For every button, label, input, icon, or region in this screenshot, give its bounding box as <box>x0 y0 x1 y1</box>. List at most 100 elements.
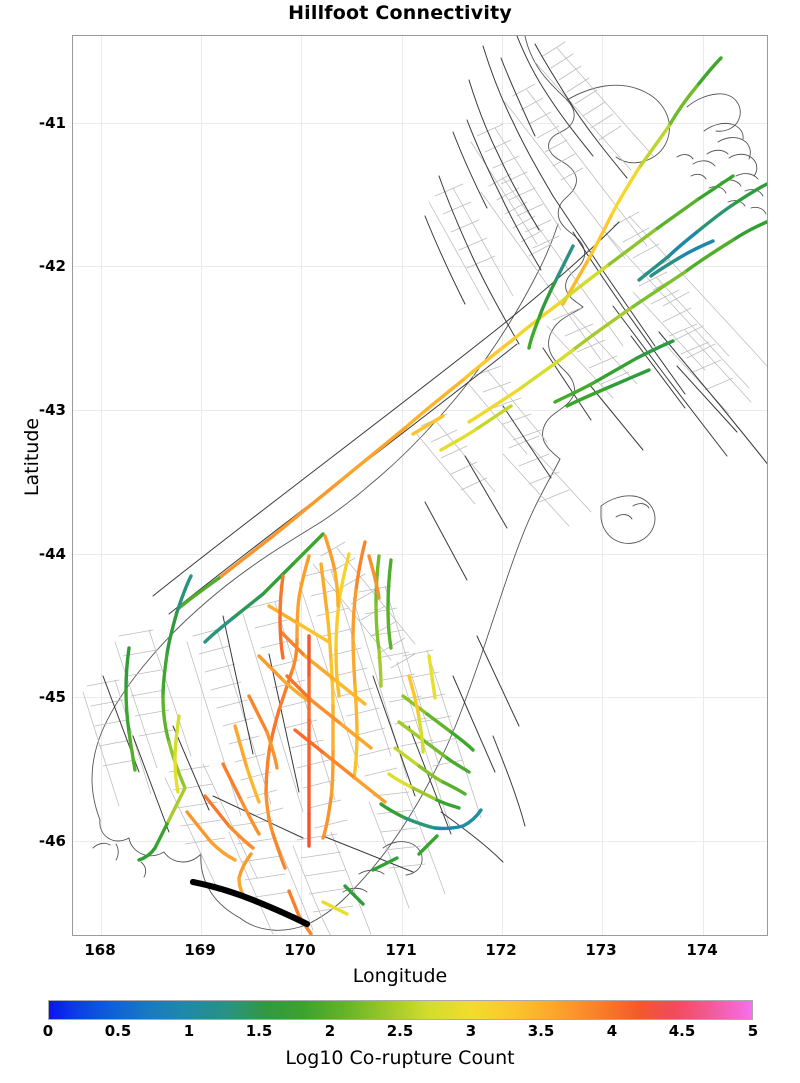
colorbar-tick-label: 2 <box>324 1022 336 1040</box>
fault-network-background-layer <box>82 41 767 935</box>
hillfoot-segment <box>321 900 349 916</box>
gridline-lon-171 <box>402 36 403 935</box>
hillfoot-segment <box>281 678 309 702</box>
hillfoot-segment <box>637 124 671 170</box>
hillfoot-segment <box>527 316 541 350</box>
hillfoot-segment <box>653 198 699 232</box>
hillfoot-segment <box>333 678 367 706</box>
hillfoot-segment <box>605 368 651 390</box>
hillfoot-segment <box>435 798 461 810</box>
hillfoot-segment <box>334 600 341 652</box>
hillfoot-segment <box>245 766 261 804</box>
hillfoot-segment <box>467 386 523 424</box>
hillfoot-segment <box>264 750 271 796</box>
hillfoot-segment <box>519 348 575 390</box>
x-tick-label: 172 <box>485 941 517 959</box>
hillfoot-segment <box>267 708 281 754</box>
hillfoot-segment <box>337 552 351 604</box>
y-axis-title: Latitude <box>21 417 43 497</box>
hillfoot-segment <box>695 204 733 234</box>
y-tick-label: -42 <box>38 257 66 275</box>
gridline-lon-169 <box>201 36 202 935</box>
y-tick-label: -46 <box>38 832 66 850</box>
map-plot-area[interactable] <box>72 35 768 936</box>
hillfoot-segment <box>571 306 633 352</box>
hillfoot-segment <box>729 182 767 208</box>
hillfoot-segment <box>731 220 767 242</box>
hillfoot-segment <box>417 716 425 754</box>
hillfoot-segment <box>153 822 169 850</box>
hillfoot-segment <box>271 832 287 870</box>
hillfoot-segment <box>124 646 131 692</box>
y-axis-ticks: -41 -42 -43 -44 -45 -46 <box>0 0 66 1083</box>
gridline-lat-43 <box>73 410 767 411</box>
hillfoot-segment <box>161 694 171 744</box>
hillfoot-segment <box>609 166 641 218</box>
hillfoot-max-segment-layer <box>189 878 311 928</box>
colorbar-tick-label: 0 <box>42 1022 54 1040</box>
hillfoot-segment <box>461 808 483 828</box>
gridline-lon-174 <box>703 36 704 935</box>
hillfoot-segment <box>374 602 381 652</box>
hillfoot-segment <box>593 356 639 384</box>
hillfoot-segment <box>279 630 307 658</box>
colorbar-tick-label: 2.5 <box>386 1022 414 1040</box>
hillfoot-segment <box>321 796 333 840</box>
hillfoot-segment <box>334 648 341 698</box>
colorbar-tick-label: 3 <box>465 1022 477 1040</box>
colorbar-tick-label: 5 <box>747 1022 759 1040</box>
hillfoot-segment <box>295 596 301 642</box>
gridline-lat-41 <box>73 123 767 124</box>
colorbar-gradient <box>48 1000 753 1020</box>
hillfoot-segment <box>233 724 249 770</box>
hillfoot-segment <box>309 698 343 726</box>
hillfoot-segment <box>403 378 465 430</box>
hillfoot-segment <box>695 56 723 88</box>
hillfoot-segment <box>161 652 169 698</box>
hillfoot-segment <box>173 714 181 760</box>
hillfoot-segment <box>677 239 715 260</box>
colorbar-tick-label: 4.5 <box>668 1022 696 1040</box>
hillfoot-segment <box>683 238 735 274</box>
hillfoot-segment <box>439 428 477 452</box>
hillfoot-segment <box>386 606 393 650</box>
hillfoot-segment <box>175 574 193 614</box>
hillfoot-segment <box>387 772 415 790</box>
hillfoot-segment <box>265 730 279 770</box>
hillfoot-segment <box>445 756 471 774</box>
hillfoot-segment <box>425 712 453 734</box>
hillfoot-segment <box>221 762 243 802</box>
x-tick-label: 173 <box>585 941 617 959</box>
colorbar-tick-label: 1.5 <box>245 1022 273 1040</box>
hillfoot-segment <box>449 730 475 752</box>
hillfoot-segment <box>351 636 357 688</box>
hillfoot-segment <box>537 280 557 320</box>
x-tick-label: 168 <box>84 941 116 959</box>
y-tick-label: -43 <box>38 401 66 419</box>
hillfoot-segment <box>649 256 681 278</box>
hillfoot-segment <box>323 752 357 780</box>
x-tick-label: 174 <box>686 941 718 959</box>
hillfoot-segment <box>173 756 180 794</box>
hillfoot-segment <box>635 339 675 360</box>
hillfoot-segment <box>278 616 285 660</box>
fault-network-major-layer <box>102 36 767 873</box>
hillfoot-segment <box>411 414 445 436</box>
colorbar-tick-label: 4 <box>606 1022 618 1040</box>
hillfoot-segment <box>257 654 285 682</box>
hillfoot-segment <box>264 792 275 836</box>
gridline-lat-46 <box>73 841 767 842</box>
hillfoot-segment <box>417 834 439 856</box>
x-axis-title: Longitude <box>352 965 448 987</box>
colorbar-title: Log10 Co-rupture Count <box>285 1047 515 1069</box>
hillfoot-segment <box>278 574 285 620</box>
hillfoot-segment <box>461 336 517 382</box>
colorbar-tick-labels: 0 0.5 1 1.5 2 2.5 3 3.5 4 4.5 5 <box>0 1022 800 1044</box>
hillfoot-segment <box>239 798 261 836</box>
x-tick-label: 170 <box>284 941 316 959</box>
hillfoot-segment <box>271 480 341 538</box>
hillfoot-segment <box>261 562 295 596</box>
gridline-lat-42 <box>73 266 767 267</box>
hillfoot-segment <box>177 576 221 610</box>
hillfoot-segment <box>127 730 137 772</box>
